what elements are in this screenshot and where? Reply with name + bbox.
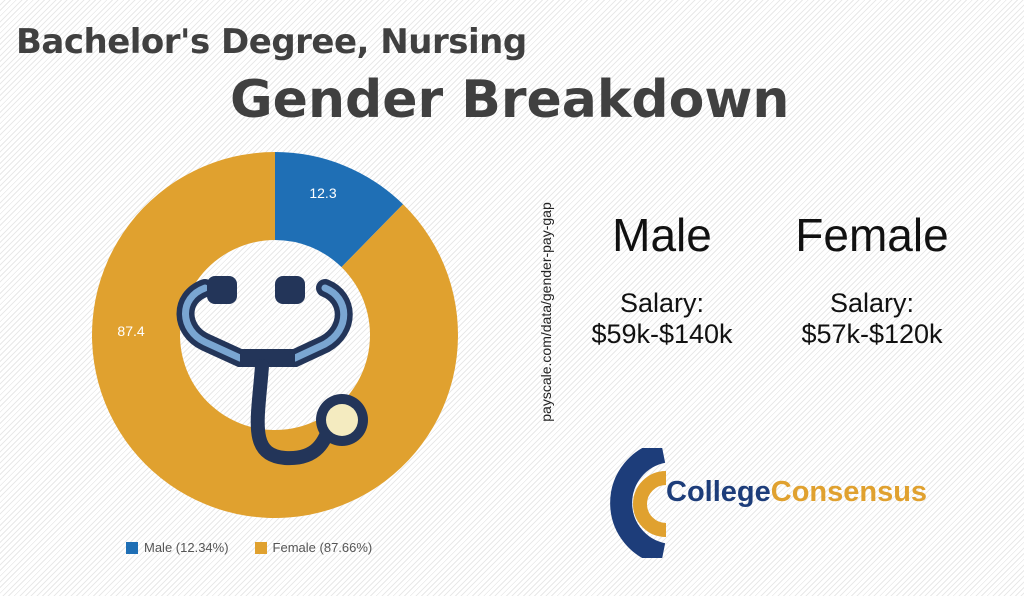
female-heading: Female [795, 209, 949, 261]
male-salary: Salary: $59k-$140k [562, 288, 762, 350]
donut-label-1: 87.4 [117, 323, 144, 339]
male-salary-range: $59k-$140k [591, 319, 733, 349]
donut-slice-0 [275, 152, 404, 268]
logo-text-consensus: Consensus [770, 476, 928, 508]
male-heading: Male [612, 209, 712, 261]
stethoscope-icon [176, 276, 368, 466]
logo-text-college: College [666, 476, 771, 508]
college-consensus-logo: CollegeConsensus [608, 448, 968, 558]
donut-chart: 12.3 87.4 [92, 152, 458, 518]
source-url: payscale.com/data/gender-pay-gap [538, 202, 554, 422]
chart-legend: Male (12.34%) Female (87.66%) [126, 540, 372, 555]
female-salary-range: $57k-$120k [801, 319, 943, 349]
female-salary-label: Salary: [829, 288, 915, 318]
donut-label-0: 12.3 [309, 185, 336, 201]
chart-subtitle: Bachelor's Degree, Nursing [16, 22, 527, 62]
chart-title: Gender Breakdown [230, 70, 790, 130]
logo-wordmark: CollegeConsensus [666, 476, 927, 509]
legend-swatch-female [254, 541, 267, 554]
female-salary: Salary: $57k-$120k [772, 288, 972, 350]
legend-item-male: Male (12.34%) [126, 540, 229, 555]
legend-item-female: Female (87.66%) [254, 540, 373, 555]
male-salary-label: Salary: [619, 288, 705, 318]
legend-label-male: Male (12.34%) [144, 540, 229, 555]
legend-label-female: Female (87.66%) [272, 540, 373, 555]
legend-swatch-male [126, 541, 138, 554]
logo-mark-icon [610, 448, 667, 558]
